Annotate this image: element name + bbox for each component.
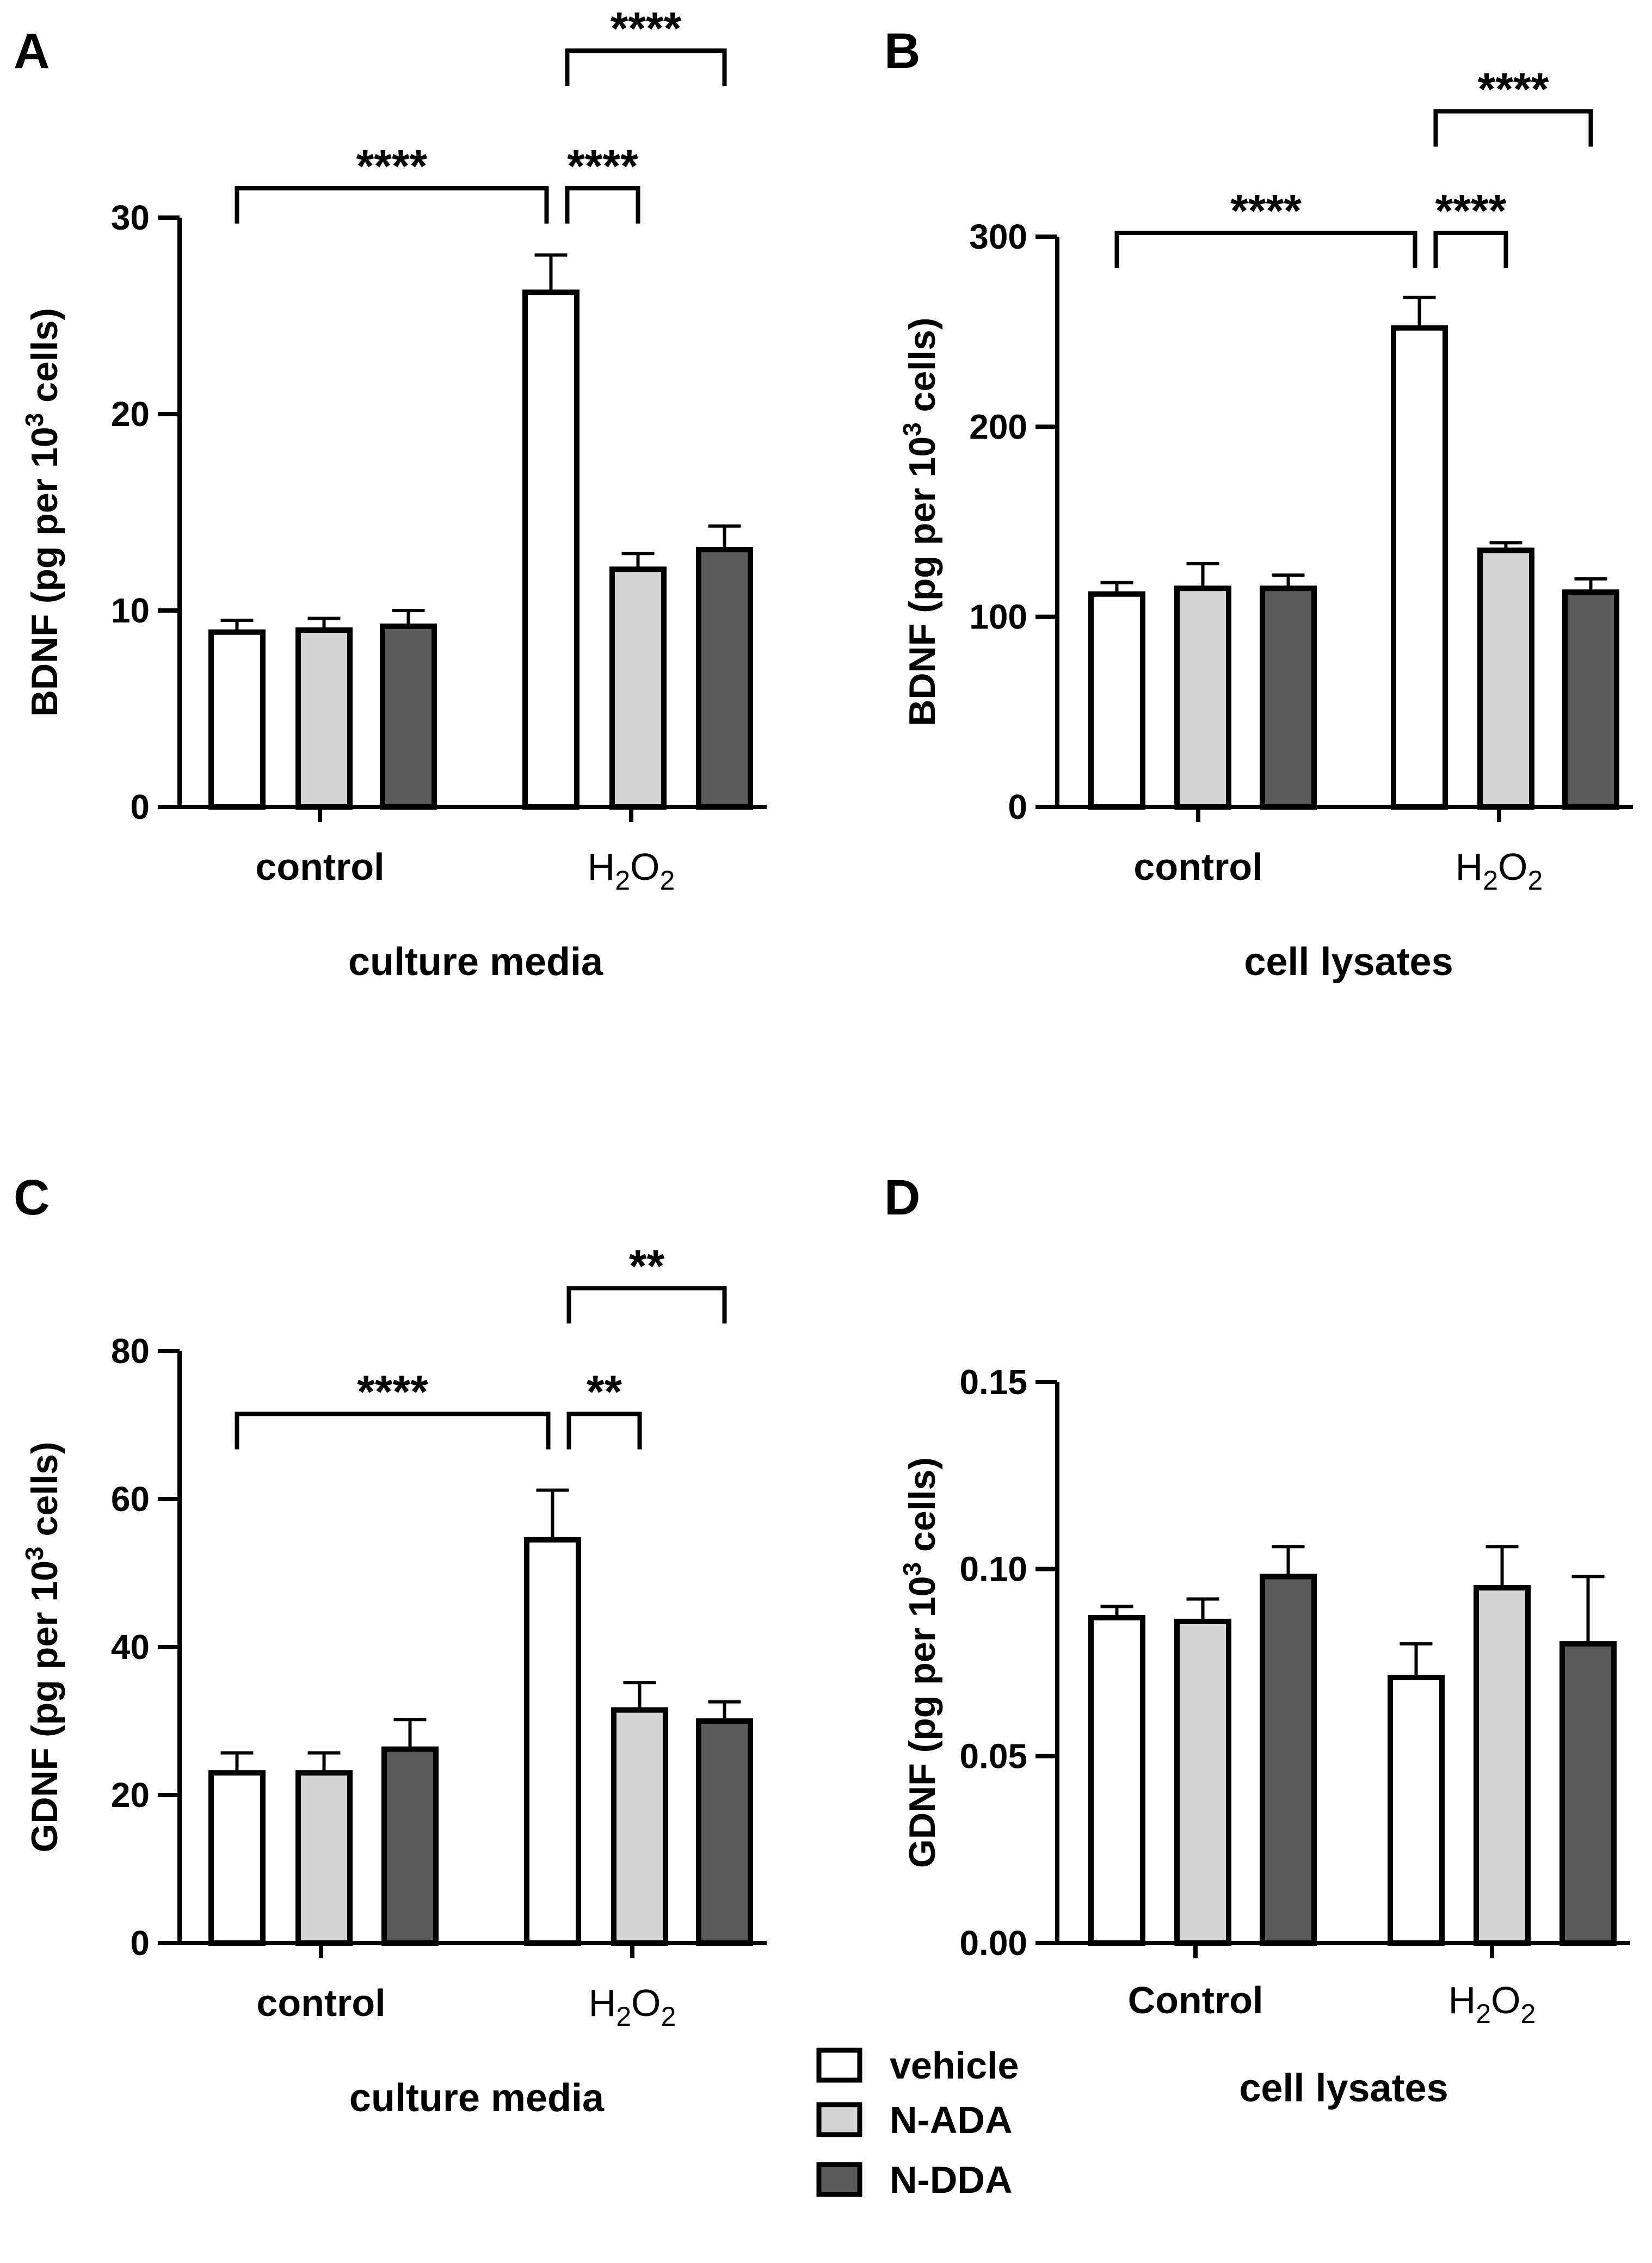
- panel-c: C 0 20 40 60 80 GDNF (pg per 103 cells) control…: [14, 1170, 767, 2120]
- legend-label: vehicle: [890, 2044, 1019, 2087]
- category-label: control: [256, 1982, 385, 2024]
- legend-label: N-DDA: [890, 2159, 1013, 2201]
- category-label: control: [255, 846, 384, 888]
- significance-label: ****: [1230, 185, 1302, 236]
- y-tick-label: 80: [111, 1331, 150, 1371]
- significance-bracket: [235, 186, 549, 224]
- bar-n-dda: [1260, 1574, 1317, 1946]
- significance-label: **: [587, 1366, 622, 1417]
- x-axis-title: culture media: [349, 2076, 605, 2120]
- y-axis-title: BDNF (pg per 103 cells): [20, 308, 65, 717]
- bar-vehicle: [1388, 1674, 1445, 1946]
- bar-vehicle: [1088, 591, 1145, 810]
- bar-n-ada: [295, 1770, 353, 1946]
- legend-label: N-ADA: [890, 2099, 1013, 2141]
- y-tick-label: 20: [111, 1775, 150, 1815]
- y-tick-label: 40: [111, 1627, 150, 1667]
- bar-n-ada: [1174, 1618, 1231, 1946]
- significance-label: ****: [357, 1366, 428, 1417]
- panel-d: D 0.00 0.05 0.10 0.15 GDNF (pg per 103 cells)…: [884, 1170, 1630, 2110]
- bar-n-ada: [1474, 1585, 1531, 1946]
- significance-bracket: [1114, 231, 1417, 269]
- category-label: H2O2: [1456, 846, 1543, 896]
- bar-vehicle: [208, 629, 266, 810]
- legend: vehicle N-ADA N-DDA: [816, 2044, 1019, 2201]
- y-tick-label: 0: [130, 1923, 150, 1963]
- legend-swatch-vehicle: [816, 2048, 862, 2083]
- y-tick-label: 10: [111, 591, 150, 630]
- y-tick-label: 20: [111, 394, 150, 434]
- y-axis-title: GDNF (pg per 103 cells): [20, 1442, 65, 1853]
- category-label: H2O2: [588, 846, 675, 896]
- significance-bracket: [1433, 231, 1508, 269]
- significance-label: ****: [1478, 63, 1549, 114]
- category-label: H2O2: [589, 1982, 676, 2032]
- bar-n-dda: [1562, 589, 1619, 810]
- legend-swatch-n-ada: [816, 2102, 862, 2137]
- y-tick-label: 0.15: [959, 1362, 1027, 1402]
- y-tick-label: 100: [969, 597, 1027, 637]
- significance-label: ****: [356, 140, 428, 192]
- panel-b: B 0 100 200 300 BDNF (pg per 103 cells) contro…: [884, 23, 1633, 984]
- significance-bracket: [565, 186, 640, 224]
- legend-swatch-n-dda: [816, 2162, 862, 2197]
- y-tick-label: 300: [969, 217, 1027, 256]
- bar-n-dda: [696, 1718, 753, 1946]
- bar-vehicle: [524, 1537, 581, 1946]
- y-tick-label: 30: [111, 198, 150, 237]
- bar-n-dda: [696, 547, 753, 810]
- y-axis-title: BDNF (pg per 103 cells): [898, 317, 943, 726]
- significance-bracket: [565, 48, 727, 87]
- y-tick-label: 0: [1008, 787, 1027, 827]
- bar-n-dda: [1260, 585, 1317, 810]
- significance-label: ****: [611, 3, 682, 54]
- panel-letter: C: [14, 1170, 50, 1225]
- significance-bracket: [235, 1411, 551, 1450]
- significance-label: ****: [567, 140, 638, 192]
- x-axis-title: cell lysates: [1239, 2067, 1448, 2110]
- panel-letter: D: [884, 1170, 920, 1225]
- significance-bracket: [1433, 109, 1593, 147]
- x-axis-title: cell lysates: [1244, 940, 1453, 984]
- panel-a: A 0 10 20 30 BDNF (pg per 103 cells) control H2…: [14, 3, 767, 984]
- bar-vehicle: [1088, 1615, 1145, 1946]
- y-tick-label: 0.10: [959, 1550, 1027, 1589]
- panel-letter: A: [14, 23, 50, 79]
- bar-vehicle: [1391, 325, 1448, 810]
- bar-n-ada: [295, 627, 353, 810]
- bar-n-dda: [381, 1746, 439, 1946]
- significance-label: **: [629, 1240, 665, 1291]
- category-label: Control: [1128, 1979, 1263, 2021]
- bar-n-ada: [1477, 547, 1534, 810]
- category-label: H2O2: [1448, 1979, 1536, 2029]
- significance-bracket: [566, 1286, 727, 1324]
- y-tick-label: 0.00: [959, 1923, 1027, 1963]
- bar-vehicle: [208, 1770, 266, 1946]
- bar-n-dda: [1559, 1641, 1617, 1946]
- bar-n-ada: [1174, 585, 1231, 810]
- y-tick-label: 0: [130, 787, 150, 827]
- x-axis-title: culture media: [348, 940, 603, 984]
- bar-n-dda: [380, 623, 437, 810]
- significance-bracket: [566, 1411, 642, 1450]
- y-tick-label: 200: [969, 407, 1027, 446]
- category-label: control: [1133, 846, 1262, 888]
- y-tick-label: 60: [111, 1479, 150, 1519]
- bar-n-ada: [611, 1707, 668, 1946]
- y-tick-label: 0.05: [959, 1736, 1027, 1775]
- bar-vehicle: [522, 289, 580, 810]
- panel-letter: B: [884, 23, 920, 79]
- significance-label: ****: [1435, 185, 1507, 236]
- y-axis-title: GDNF (pg per 103 cells): [898, 1457, 943, 1868]
- bar-n-ada: [609, 566, 667, 810]
